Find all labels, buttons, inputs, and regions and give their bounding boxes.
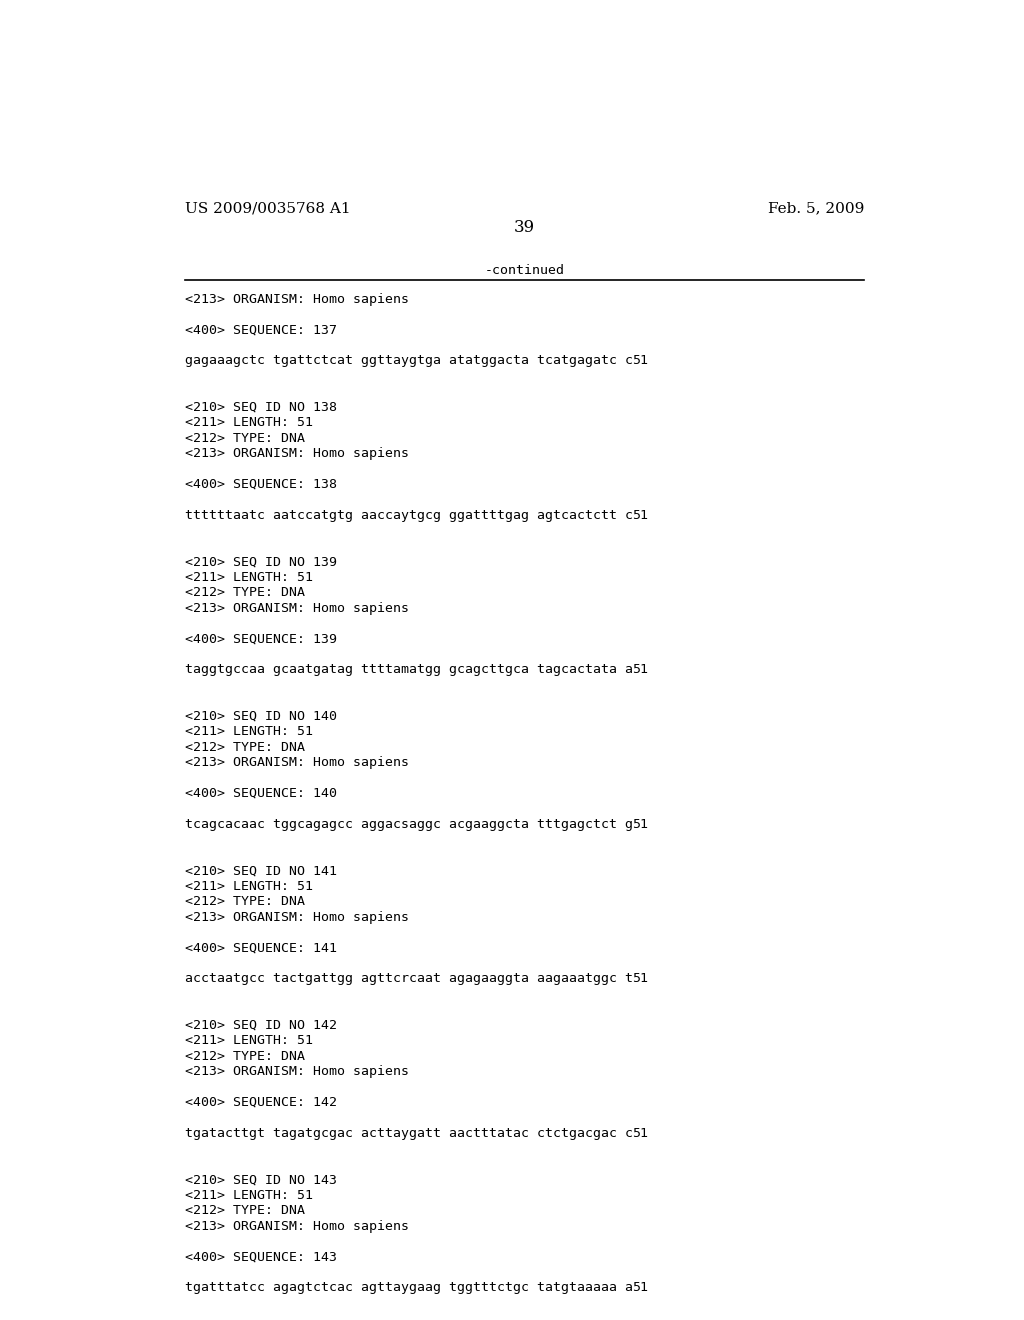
- Text: <400> SEQUENCE: 138: <400> SEQUENCE: 138: [185, 478, 337, 491]
- Text: <212> TYPE: DNA: <212> TYPE: DNA: [185, 1204, 305, 1217]
- Text: <212> TYPE: DNA: <212> TYPE: DNA: [185, 741, 305, 754]
- Text: <210> SEQ ID NO 140: <210> SEQ ID NO 140: [185, 710, 337, 722]
- Text: <212> TYPE: DNA: <212> TYPE: DNA: [185, 1049, 305, 1063]
- Text: tgatacttgt tagatgcgac acttaygatt aactttatac ctctgacgac c: tgatacttgt tagatgcgac acttaygatt aacttta…: [185, 1127, 633, 1140]
- Text: <210> SEQ ID NO 143: <210> SEQ ID NO 143: [185, 1173, 337, 1187]
- Text: <210> SEQ ID NO 141: <210> SEQ ID NO 141: [185, 865, 337, 878]
- Text: acctaatgcc tactgattgg agttcrcaat agagaaggta aagaaatggc t: acctaatgcc tactgattgg agttcrcaat agagaag…: [185, 973, 633, 985]
- Text: <210> SEQ ID NO 139: <210> SEQ ID NO 139: [185, 556, 337, 568]
- Text: ttttttaatc aatccatgtg aaccaytgcg ggattttgag agtcactctt c: ttttttaatc aatccatgtg aaccaytgcg ggatttt…: [185, 508, 633, 521]
- Text: 51: 51: [632, 973, 648, 985]
- Text: <210> SEQ ID NO 142: <210> SEQ ID NO 142: [185, 1019, 337, 1032]
- Text: <211> LENGTH: 51: <211> LENGTH: 51: [185, 1034, 313, 1047]
- Text: 51: 51: [632, 1127, 648, 1140]
- Text: <211> LENGTH: 51: <211> LENGTH: 51: [185, 1188, 313, 1201]
- Text: Feb. 5, 2009: Feb. 5, 2009: [768, 201, 864, 215]
- Text: <213> ORGANISM: Homo sapiens: <213> ORGANISM: Homo sapiens: [185, 447, 410, 461]
- Text: <400> SEQUENCE: 140: <400> SEQUENCE: 140: [185, 787, 337, 800]
- Text: <400> SEQUENCE: 141: <400> SEQUENCE: 141: [185, 941, 337, 954]
- Text: <213> ORGANISM: Homo sapiens: <213> ORGANISM: Homo sapiens: [185, 911, 410, 924]
- Text: <213> ORGANISM: Homo sapiens: <213> ORGANISM: Homo sapiens: [185, 293, 410, 305]
- Text: <400> SEQUENCE: 139: <400> SEQUENCE: 139: [185, 632, 337, 645]
- Text: <213> ORGANISM: Homo sapiens: <213> ORGANISM: Homo sapiens: [185, 1065, 410, 1078]
- Text: 51: 51: [632, 1282, 648, 1295]
- Text: 51: 51: [632, 818, 648, 830]
- Text: <212> TYPE: DNA: <212> TYPE: DNA: [185, 586, 305, 599]
- Text: <211> LENGTH: 51: <211> LENGTH: 51: [185, 570, 313, 583]
- Text: <211> LENGTH: 51: <211> LENGTH: 51: [185, 879, 313, 892]
- Text: gagaaagctc tgattctcat ggttaygtga atatggacta tcatgagatc c: gagaaagctc tgattctcat ggttaygtga atatgga…: [185, 354, 633, 367]
- Text: -continued: -continued: [484, 264, 565, 277]
- Text: 51: 51: [632, 508, 648, 521]
- Text: <213> ORGANISM: Homo sapiens: <213> ORGANISM: Homo sapiens: [185, 1220, 410, 1233]
- Text: 51: 51: [632, 664, 648, 676]
- Text: <400> SEQUENCE: 142: <400> SEQUENCE: 142: [185, 1096, 337, 1109]
- Text: <210> SEQ ID NO 138: <210> SEQ ID NO 138: [185, 401, 337, 413]
- Text: 39: 39: [514, 219, 536, 236]
- Text: <212> TYPE: DNA: <212> TYPE: DNA: [185, 895, 305, 908]
- Text: <211> LENGTH: 51: <211> LENGTH: 51: [185, 416, 313, 429]
- Text: <400> SEQUENCE: 137: <400> SEQUENCE: 137: [185, 323, 337, 337]
- Text: <212> TYPE: DNA: <212> TYPE: DNA: [185, 432, 305, 445]
- Text: US 2009/0035768 A1: US 2009/0035768 A1: [185, 201, 351, 215]
- Text: <213> ORGANISM: Homo sapiens: <213> ORGANISM: Homo sapiens: [185, 602, 410, 615]
- Text: 51: 51: [632, 354, 648, 367]
- Text: tcagcacaac tggcagagcc aggacsaggc acgaaggcta tttgagctct g: tcagcacaac tggcagagcc aggacsaggc acgaagg…: [185, 818, 633, 830]
- Text: <213> ORGANISM: Homo sapiens: <213> ORGANISM: Homo sapiens: [185, 756, 410, 770]
- Text: <400> SEQUENCE: 143: <400> SEQUENCE: 143: [185, 1250, 337, 1263]
- Text: tgatttatcc agagtctcac agttaygaag tggtttctgc tatgtaaaaa a: tgatttatcc agagtctcac agttaygaag tggtttc…: [185, 1282, 633, 1295]
- Text: taggtgccaa gcaatgatag ttttamatgg gcagcttgca tagcactata a: taggtgccaa gcaatgatag ttttamatgg gcagctt…: [185, 664, 633, 676]
- Text: <211> LENGTH: 51: <211> LENGTH: 51: [185, 725, 313, 738]
